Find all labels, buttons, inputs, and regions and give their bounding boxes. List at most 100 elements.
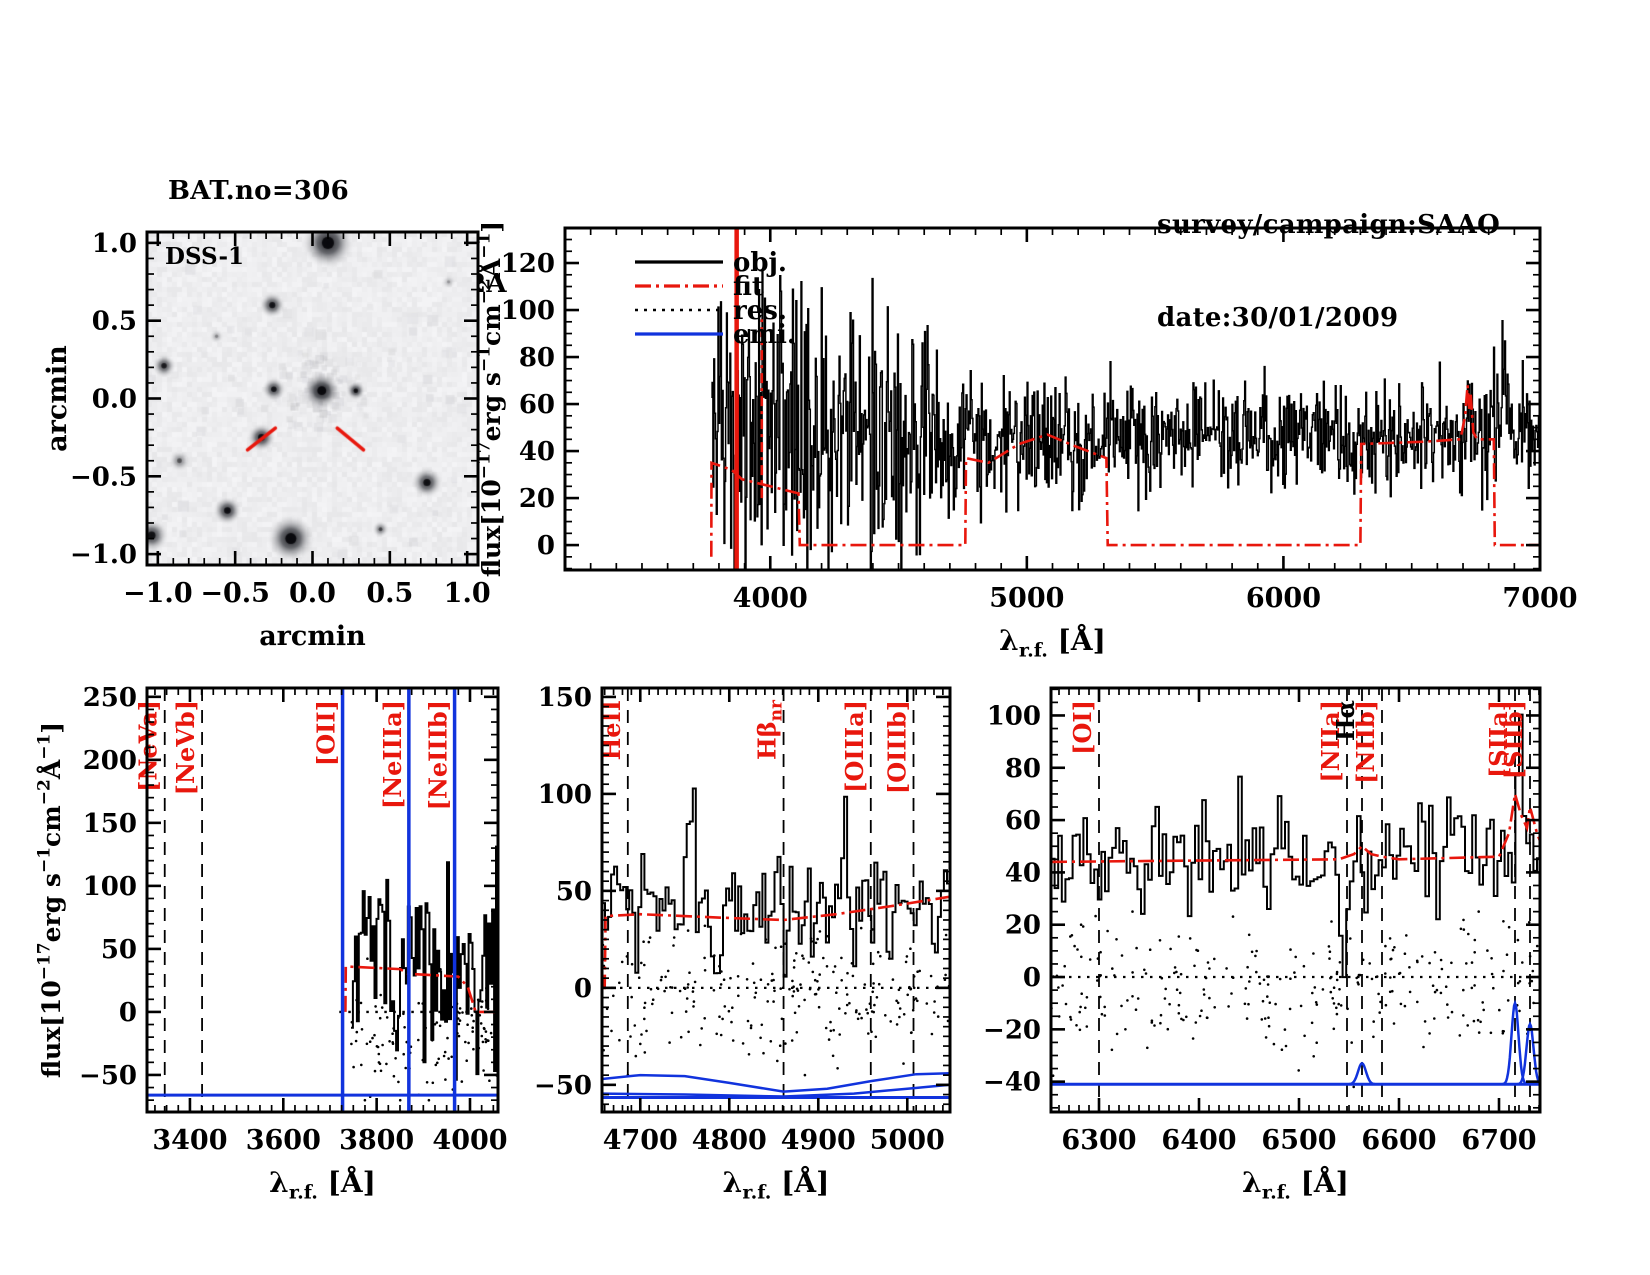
- svg-text:[OIIIb]: [OIIIb]: [883, 700, 912, 794]
- svg-text:100: 100: [987, 701, 1041, 731]
- marker-label-[NeIIIb]: [NeIIIb]: [424, 700, 453, 810]
- svg-text:40: 40: [519, 437, 555, 467]
- emission-gaussian-6563: [1346, 1061, 1378, 1086]
- zoom-green-axes: 4700 4800 4900 5000 150 100 50 0 −50 λr.f. [Å]: [534, 683, 952, 1204]
- svg-text:−0.5: −0.5: [70, 462, 137, 492]
- zoom-red-residuals: [1051, 910, 1540, 1089]
- svg-text:20: 20: [519, 484, 555, 514]
- marker-label-[SIIa]: [SIIa]: [1484, 700, 1513, 778]
- svg-text:−1.0: −1.0: [70, 540, 137, 570]
- svg-text:5000: 5000: [989, 583, 1064, 614]
- svg-text:100: 100: [83, 872, 137, 902]
- svg-text:80: 80: [519, 343, 555, 373]
- dss-axes: −1.0 −0.5 0.0 0.5 1.01.00.50.0−0.5−1.0arcmin…: [42, 229, 491, 652]
- svg-text:[NeIIIb]: [NeIIIb]: [424, 700, 453, 810]
- svg-text:−1.0: −1.0: [123, 578, 193, 609]
- main-spectrum-object-spectrum: [711, 269, 1540, 570]
- svg-text:0.5: 0.5: [366, 578, 413, 609]
- svg-text:λr.f. [Å]: λr.f. [Å]: [723, 1165, 830, 1204]
- marker-label-[NIIa]: [NIIa]: [1316, 700, 1345, 783]
- svg-text:0.0: 0.0: [92, 385, 137, 415]
- svg-text:50: 50: [556, 877, 592, 907]
- marker-label-[OI]: [OI]: [1068, 700, 1097, 755]
- svg-text:7000: 7000: [1502, 583, 1577, 614]
- svg-text:flux[10−17erg s−1cm−2Å−1]: flux[10−17erg s−1cm−2Å−1]: [475, 221, 507, 577]
- zoom-red-object-spectrum: [1051, 713, 1540, 979]
- svg-text:0: 0: [119, 998, 137, 1028]
- marker-label-[OIIIa]: [OIIIa]: [840, 700, 869, 793]
- zoom-green-object-spectrum: [602, 787, 950, 978]
- main-spectrum-axes: 4000 5000 6000 7000 0 20 40 60 80 100 120 λr.f. [Å]…: [475, 221, 1578, 662]
- svg-text:1.0: 1.0: [444, 578, 491, 609]
- svg-text:50: 50: [101, 935, 137, 965]
- svg-text:[SIIa]: [SIIa]: [1484, 700, 1513, 778]
- zoom-red-panel: [OI] [NIIa]Hα[NIIb] [SIIa][SIIb]: [1051, 688, 1540, 1112]
- svg-text:0: 0: [1023, 963, 1041, 993]
- zoom-blue-axes: 3400 3600 3800 4000 250 200 150 100 50 0 −50 λr.f. …: [35, 683, 508, 1204]
- zoom-blue-object-spectrum: [351, 845, 498, 1081]
- svg-text:5000: 5000: [870, 1125, 945, 1156]
- svg-text:4000: 4000: [432, 1125, 507, 1156]
- legend-label-res.: res.: [733, 296, 787, 326]
- legend-label-obj.: obj.: [733, 248, 787, 278]
- svg-text:3600: 3600: [246, 1125, 321, 1156]
- legend-label-emi.: emi.: [733, 320, 796, 350]
- marker-label-Hα: Hα: [1331, 700, 1360, 741]
- svg-text:−20: −20: [983, 1015, 1041, 1045]
- main-spectrum-fit-curve: [709, 385, 1540, 557]
- svg-text:6600: 6600: [1361, 1125, 1436, 1156]
- svg-text:[NIIb]: [NIIb]: [1351, 700, 1380, 784]
- svg-text:0.5: 0.5: [92, 307, 137, 337]
- svg-text:Hα: Hα: [1331, 700, 1360, 741]
- svg-text:6700: 6700: [1461, 1125, 1536, 1156]
- survey-campaign: survey/campaign:SAAO: [1157, 210, 1501, 240]
- marker-label-[OIIIb]: [OIIIb]: [883, 700, 912, 794]
- svg-text:4800: 4800: [692, 1125, 767, 1156]
- svg-text:λr.f. [Å]: λr.f. [Å]: [269, 1165, 376, 1204]
- svg-text:0.0: 0.0: [289, 578, 336, 609]
- svg-text:250: 250: [83, 683, 137, 713]
- svg-text:100: 100: [501, 296, 555, 326]
- legend-label-fit: fit: [733, 272, 764, 302]
- zoom-blue-panel: [NeVa] [NeVb] [OII] [NeIIIa] [NeIIIb]: [134, 688, 498, 1112]
- svg-text:3800: 3800: [339, 1125, 414, 1156]
- svg-text:120: 120: [501, 249, 555, 279]
- svg-text:6400: 6400: [1161, 1125, 1236, 1156]
- svg-text:20: 20: [1005, 911, 1041, 941]
- svg-text:3400: 3400: [152, 1125, 227, 1156]
- svg-text:60: 60: [1005, 806, 1041, 836]
- svg-text:0: 0: [574, 974, 592, 1004]
- zoom-red-fit-curve: [1051, 793, 1540, 864]
- zoom-red-axes: 6300 6400 6500 6600 6700 100 80 60 40 20 0 −20 −40 λr…: [983, 686, 1542, 1204]
- svg-text:150: 150: [538, 683, 592, 713]
- zoom-green-fit-curve: [602, 895, 950, 990]
- emission-gaussian-6716: [1499, 999, 1529, 1086]
- svg-text:−50: −50: [534, 1071, 592, 1101]
- svg-text:[OII]: [OII]: [312, 700, 341, 766]
- svg-text:60: 60: [519, 390, 555, 420]
- svg-text:[NeIIIa]: [NeIIIa]: [378, 700, 407, 809]
- marker-label-Hβ: Hβnr: [753, 699, 787, 760]
- svg-text:6300: 6300: [1061, 1125, 1136, 1156]
- svg-text:[SIIb]: [SIIb]: [1499, 700, 1528, 779]
- zoom-blue-fit-curve: [344, 965, 498, 1014]
- svg-text:4700: 4700: [603, 1125, 678, 1156]
- observation-info-block: survey/campaign:SAAO date:30/01/2009: [1157, 148, 1500, 396]
- svg-text:[NeVb]: [NeVb]: [171, 700, 200, 795]
- svg-text:6000: 6000: [1246, 583, 1321, 614]
- svg-text:flux[10−17erg s−1cm−2Å−1]: flux[10−17erg s−1cm−2Å−1]: [35, 722, 67, 1078]
- svg-text:[OI]: [OI]: [1068, 700, 1097, 755]
- emission-template-curve: [602, 1083, 950, 1098]
- svg-text:1.0: 1.0: [92, 229, 137, 259]
- svg-text:80: 80: [1005, 754, 1041, 784]
- svg-text:100: 100: [538, 780, 592, 810]
- emission-template-curve: [602, 1071, 950, 1093]
- svg-text:6500: 6500: [1261, 1125, 1336, 1156]
- svg-text:150: 150: [83, 809, 137, 839]
- svg-text:40: 40: [1005, 858, 1041, 888]
- marker-label-[OII]: [OII]: [312, 700, 341, 766]
- svg-text:arcmin: arcmin: [42, 345, 73, 452]
